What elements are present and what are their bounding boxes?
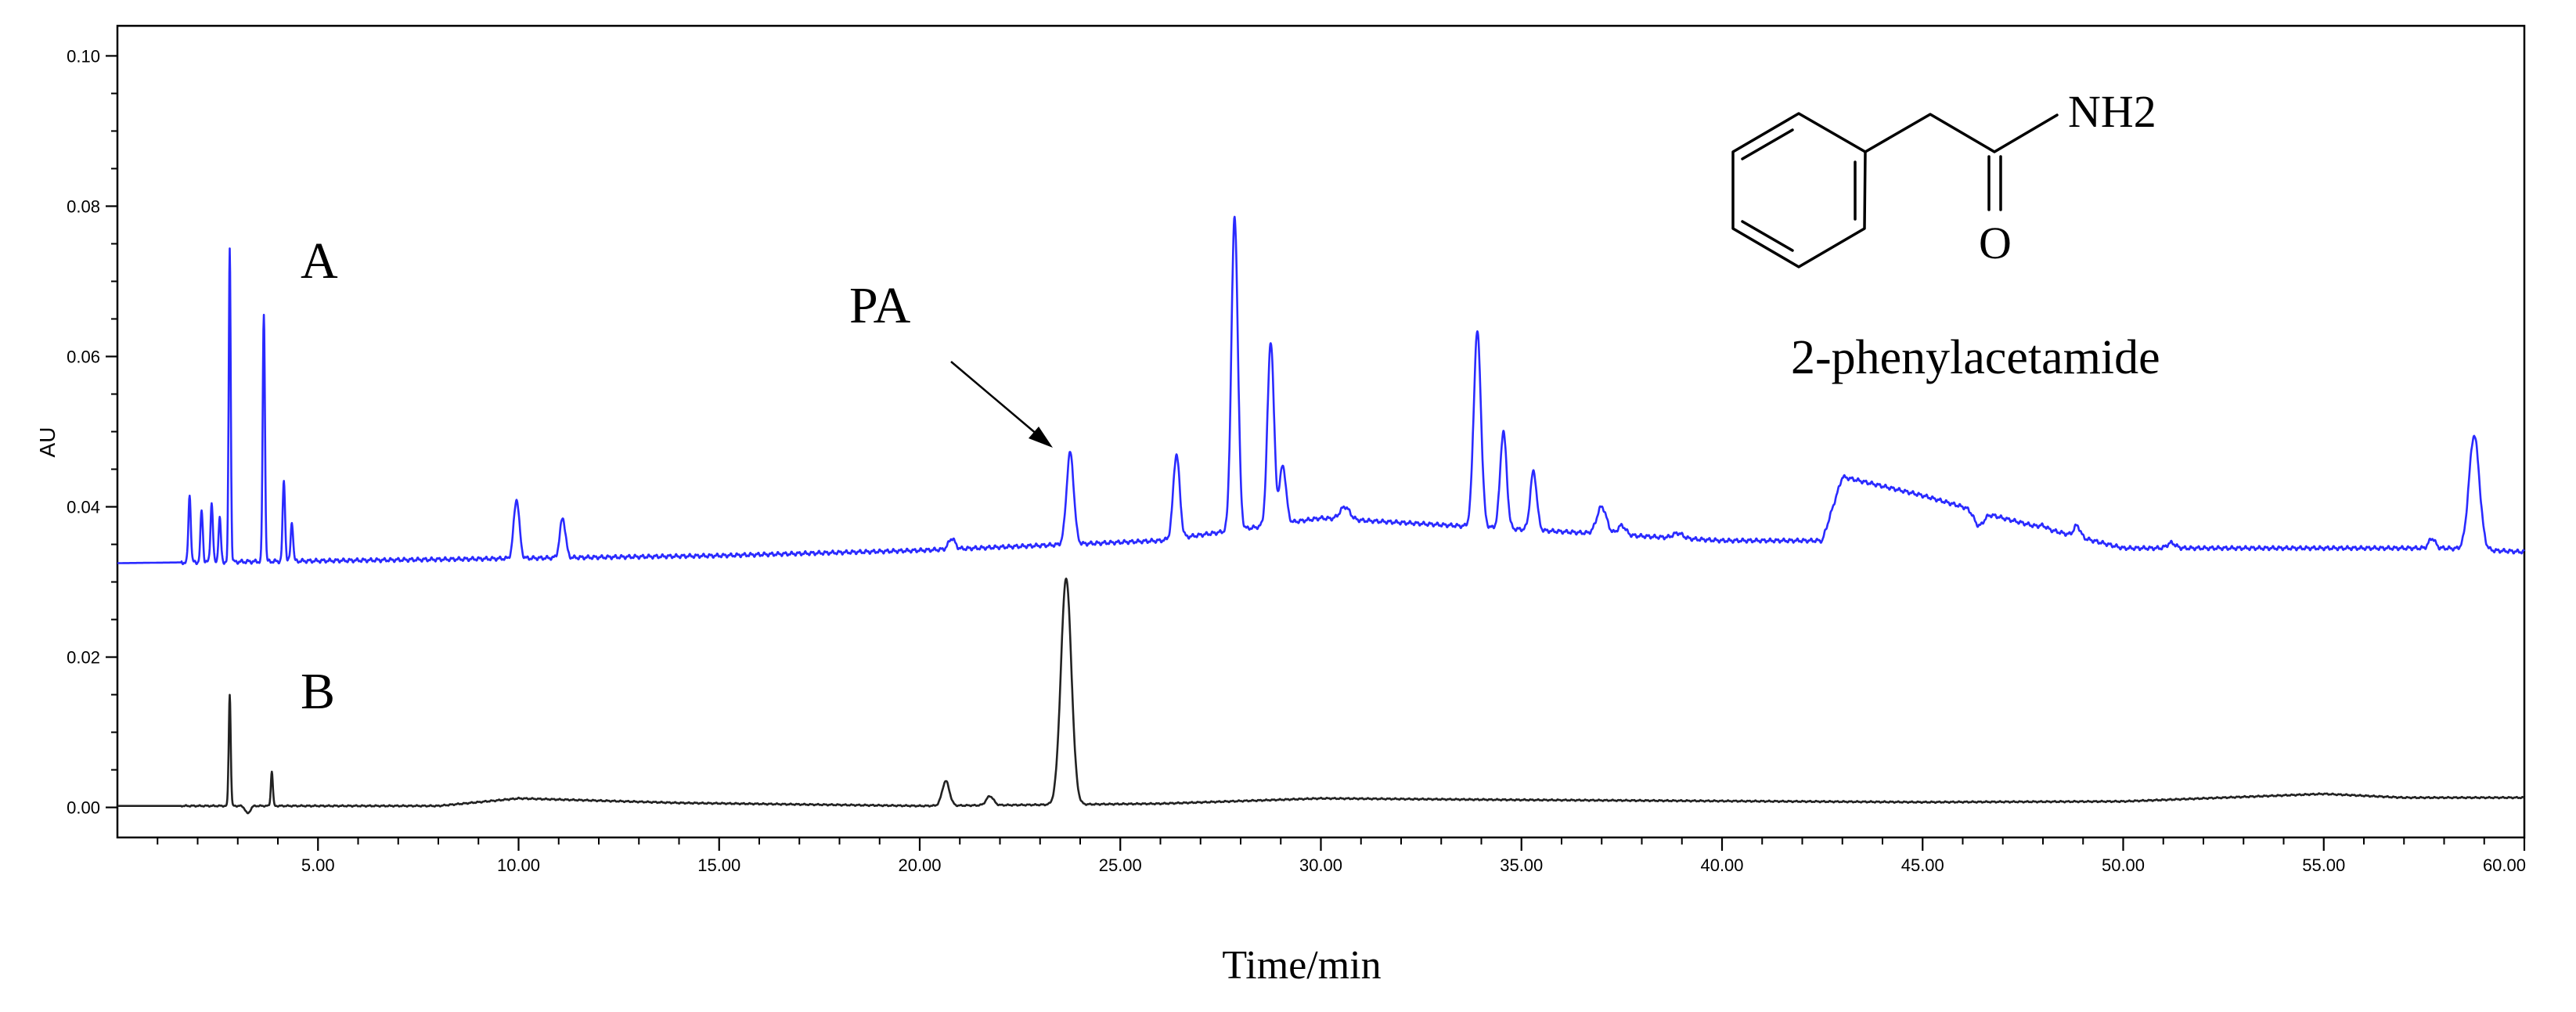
x-axis-ticks: 5.00 10.00 15.00 20.00 25.00 30.00 35.00 40.00 4… — [157, 837, 2526, 875]
y-tick-label: 0.00 — [67, 798, 100, 818]
series-line-b — [117, 578, 2525, 815]
y-tick-label: 0.02 — [67, 648, 100, 668]
series-a-label: A — [301, 232, 338, 290]
y-axis-ticks: 0.00 0.02 0.04 0.06 0.08 0.10 — [67, 46, 117, 818]
y-axis-title: AU — [35, 427, 59, 458]
x-tick-label: 30.00 — [1299, 855, 1342, 875]
x-tick-label: 40.00 — [1700, 855, 1743, 875]
x-tick-label: 50.00 — [2102, 855, 2145, 875]
plot-frame — [116, 24, 2526, 839]
x-tick-label: 10.00 — [497, 855, 540, 875]
oxygen-atom-label: O — [1979, 218, 2012, 268]
benzene-inner-bonds — [1741, 128, 1857, 252]
x-tick-label: 5.00 — [301, 855, 335, 875]
pa-annotation-label: PA — [849, 277, 911, 334]
molecule-name: 2-phenylacetamide — [1791, 331, 2160, 384]
x-tick-label: 55.00 — [2302, 855, 2345, 875]
y-tick-label: 0.08 — [67, 196, 100, 216]
carbonyl-double-bond — [1987, 155, 2002, 211]
pa-annotation-arrow — [950, 361, 1053, 448]
series-layer — [117, 215, 2526, 815]
series-b-label: B — [301, 663, 335, 720]
x-axis-title: Time/min — [1222, 943, 1381, 988]
benzene-ring — [1731, 112, 1867, 268]
y-tick-label: 0.06 — [67, 347, 100, 366]
y-tick-label: 0.10 — [67, 46, 100, 66]
x-tick-label: 25.00 — [1099, 855, 1142, 875]
amine-group-label: NH2 — [2068, 86, 2156, 137]
x-tick-label: 60.00 — [2483, 855, 2526, 875]
side-chain-bonds — [1864, 113, 2059, 153]
x-tick-label: 15.00 — [697, 855, 740, 875]
x-tick-label: 45.00 — [1901, 855, 1944, 875]
y-tick-label: 0.04 — [67, 498, 100, 517]
molecule-structure — [1731, 112, 2059, 268]
x-tick-label: 20.00 — [898, 855, 941, 875]
series-line-a — [117, 215, 2526, 566]
x-tick-label: 35.00 — [1500, 855, 1543, 875]
